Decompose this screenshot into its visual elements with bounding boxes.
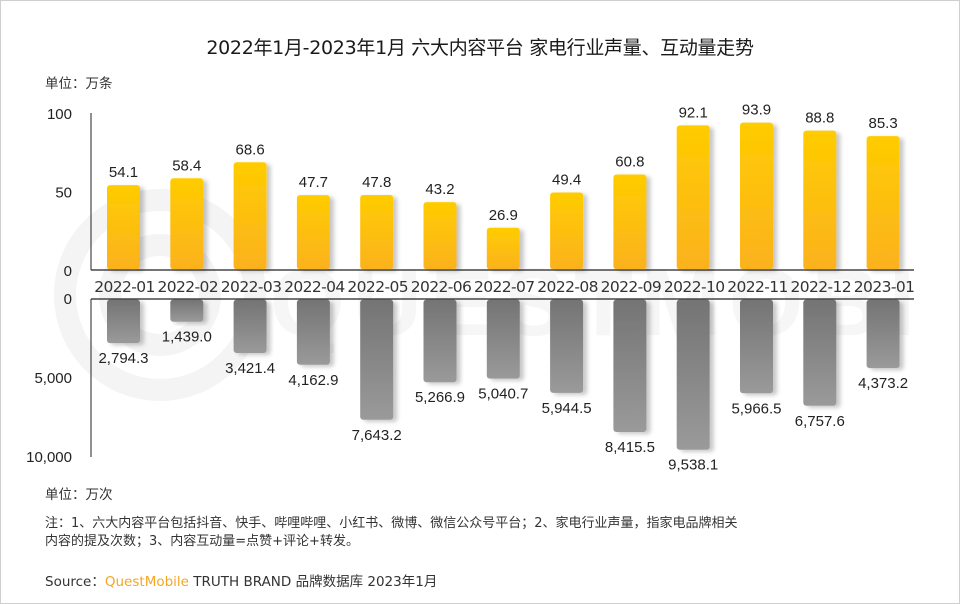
interaction-y-tick-label: 10,000 (26, 449, 72, 466)
volume-data-label: 26.9 (489, 207, 518, 224)
volume-bar (613, 174, 647, 270)
footnote-line-1: 注：1、六大内容平台包括抖音、快手、哔哩哔哩、小红书、微博、微信公众号平台；2、… (45, 516, 738, 531)
interaction-data-label: 3,421.4 (225, 360, 275, 377)
volume-bar (107, 185, 140, 270)
footnote-line-2: 内容的提及次数；3、内容互动量=点赞+评论+转发。 (45, 534, 359, 549)
source-prefix: Source： (45, 574, 105, 590)
chart-title: 2022年1月-2023年1月 六大内容平台 家电行业声量、互动量走势 (206, 37, 754, 59)
x-tick-label: 2023-01 (854, 278, 915, 296)
interaction-data-label: 4,373.2 (858, 375, 908, 392)
interaction-data-label: 4,162.9 (288, 372, 338, 389)
x-tick-label: 2022-03 (221, 278, 282, 296)
source-brand: QuestMobile (104, 574, 189, 590)
x-tick-label: 2022-02 (158, 278, 219, 296)
volume-bar (170, 178, 204, 270)
interaction-bar (233, 299, 267, 354)
x-tick-label: 2022-12 (791, 278, 852, 296)
x-tick-label: 2022-08 (537, 278, 598, 296)
interaction-bar (613, 299, 647, 432)
volume-data-label: 88.8 (805, 110, 834, 127)
volume-bar (866, 136, 900, 270)
x-tick-label: 2022-01 (94, 278, 155, 296)
volume-data-label: 60.8 (615, 154, 644, 171)
interaction-data-label: 1,439.0 (162, 329, 212, 346)
source-line: Source：QuestMobile TRUTH BRAND 品牌数据库 202… (45, 570, 437, 590)
volume-bar (360, 194, 394, 270)
volume-data-label: 43.2 (425, 181, 454, 198)
x-tick-label: 2022-09 (601, 278, 662, 296)
x-tick-label: 2022-07 (474, 278, 535, 296)
x-tick-label: 2022-05 (347, 278, 408, 296)
volume-data-label: 47.8 (362, 174, 391, 191)
volume-bar (423, 202, 457, 270)
interaction-data-label: 7,643.2 (352, 427, 402, 444)
source-suffix: TRUTH BRAND 品牌数据库 2023年1月 (188, 574, 438, 590)
unit-label-volume: 单位：万条 (45, 76, 113, 92)
x-tick-label: 2022-04 (284, 278, 345, 296)
interaction-data-label: 2,794.3 (98, 350, 148, 367)
unit-label-interaction: 单位：万次 (45, 487, 113, 503)
x-tick-label: 2022-06 (411, 278, 472, 296)
footnote: 注：1、六大内容平台包括抖音、快手、哔哩哔哩、小红书、微博、微信公众号平台；2、… (45, 515, 925, 551)
interaction-bar (170, 299, 204, 322)
interaction-y-tick-label: 0 (64, 291, 72, 308)
volume-y-tick-label: 0 (64, 263, 72, 280)
interaction-data-label: 6,757.6 (795, 413, 845, 430)
volume-bar (296, 195, 330, 270)
volume-bar (740, 122, 773, 270)
volume-bar (486, 227, 520, 270)
volume-bar (676, 125, 710, 270)
volume-data-label: 85.3 (868, 115, 897, 132)
x-tick-label: 2022-11 (727, 278, 788, 296)
volume-data-label: 68.6 (235, 141, 264, 158)
volume-y-tick-label: 50 (55, 185, 72, 202)
interaction-data-label: 5,040.7 (478, 386, 528, 403)
volume-data-label: 49.4 (552, 171, 581, 188)
interaction-data-label: 8,415.5 (605, 439, 655, 456)
volume-data-label: 92.1 (679, 104, 708, 121)
interaction-bar (486, 299, 520, 379)
interaction-bar (740, 299, 773, 394)
volume-data-label: 58.4 (172, 157, 201, 174)
volume-data-label: 93.9 (742, 102, 771, 119)
interaction-data-label: 5,966.5 (731, 400, 781, 417)
interaction-y-tick-label: 5,000 (34, 370, 72, 387)
interaction-bar (676, 299, 710, 450)
interaction-data-label: 5,944.5 (542, 400, 592, 417)
volume-bar (233, 162, 267, 270)
volume-y-tick-label: 100 (47, 106, 72, 123)
interaction-bar (803, 299, 837, 406)
interaction-bar (296, 299, 330, 365)
interaction-bar (866, 299, 900, 369)
interaction-bar (360, 299, 394, 420)
volume-bar (550, 192, 584, 270)
volume-data-label: 47.7 (299, 174, 328, 191)
interaction-data-label: 9,538.1 (668, 457, 718, 474)
volume-bar (803, 130, 837, 270)
interaction-bar (550, 299, 584, 393)
interaction-bar (107, 299, 140, 344)
interaction-data-label: 5,266.9 (415, 389, 465, 406)
interaction-bar (423, 299, 457, 383)
volume-data-label: 54.1 (109, 164, 138, 181)
x-tick-label: 2022-10 (664, 278, 725, 296)
